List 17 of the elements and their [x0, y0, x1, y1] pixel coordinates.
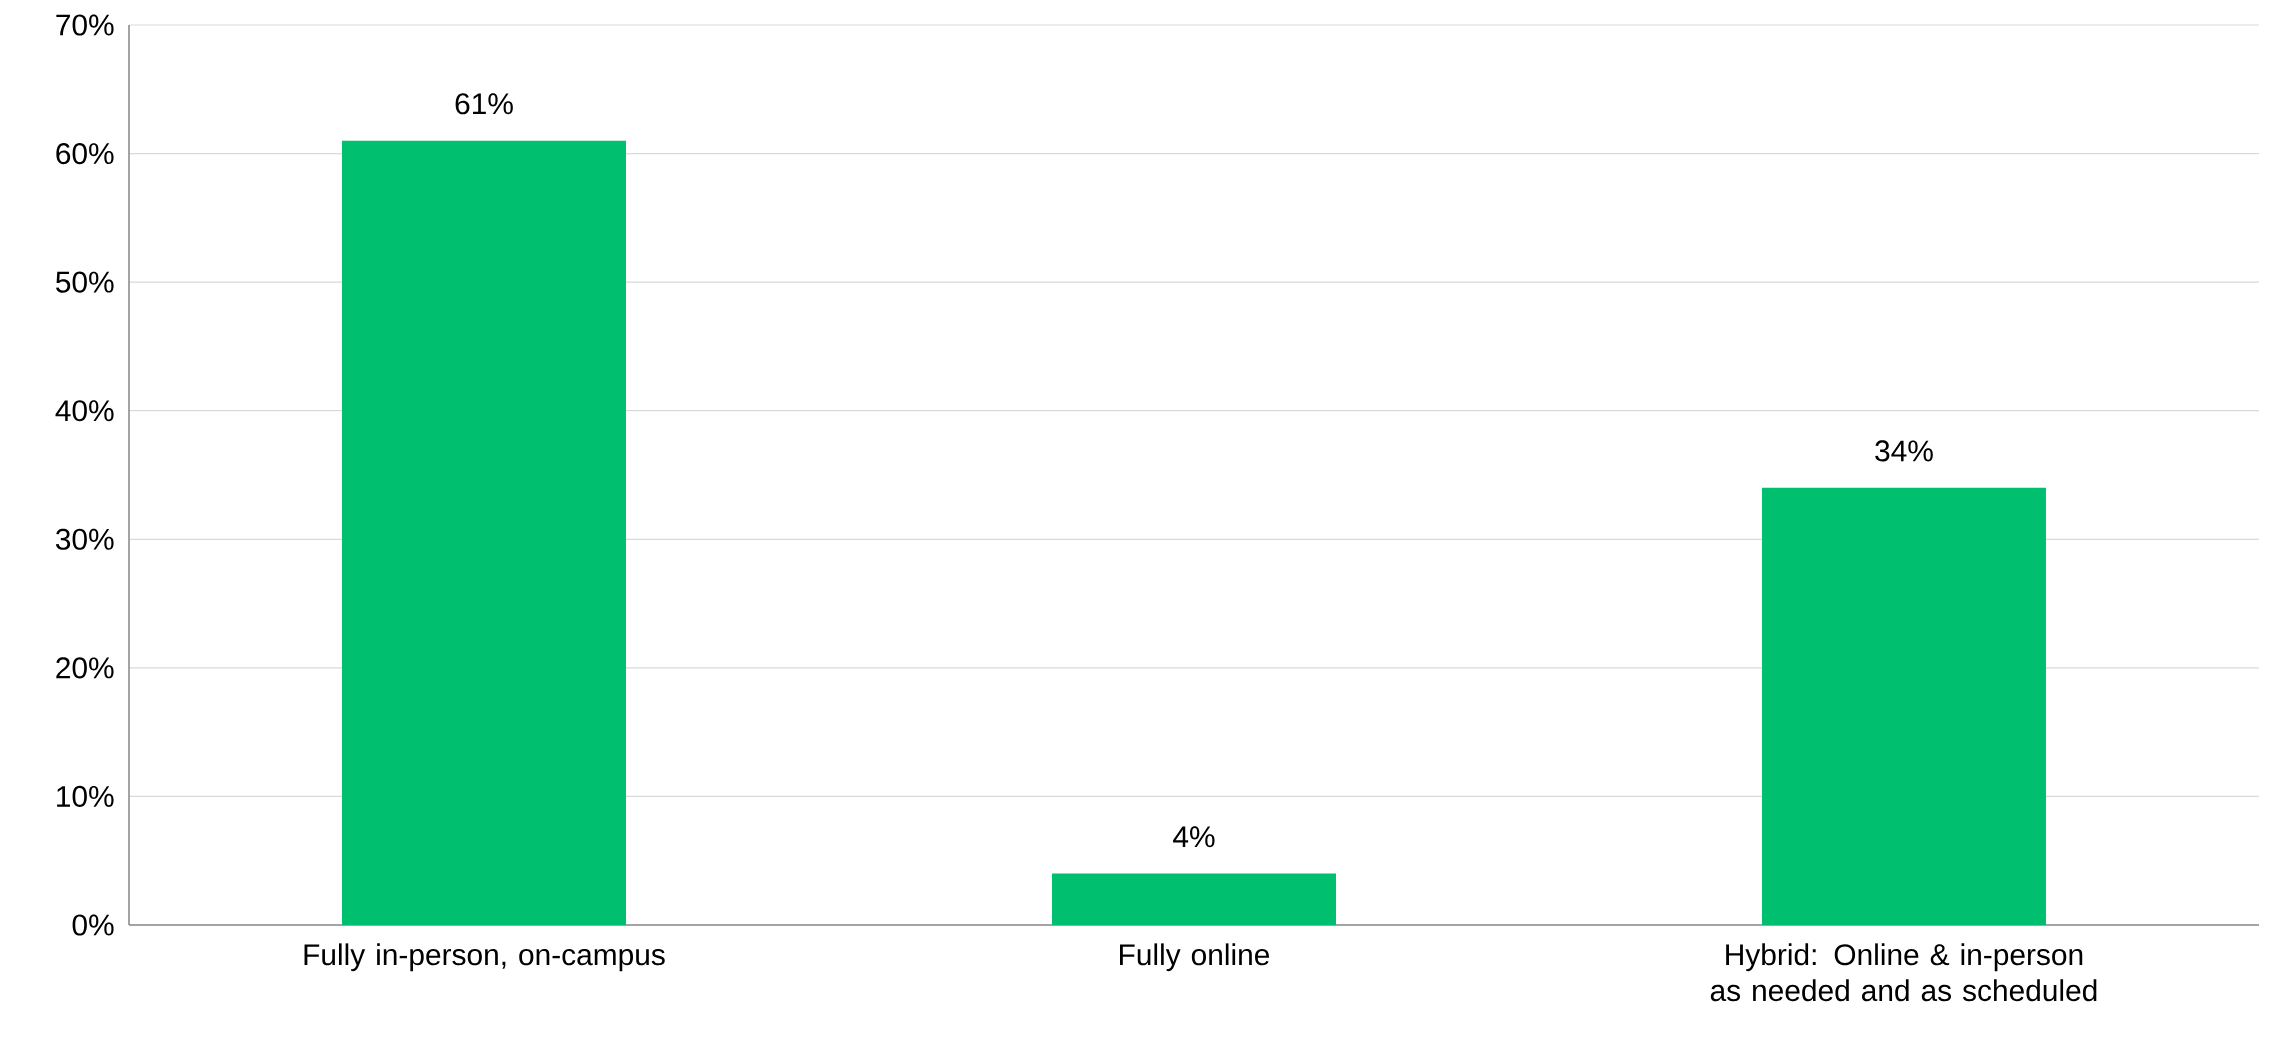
data-label: 4%	[1173, 826, 1215, 848]
y-tick-label: 60%	[56, 142, 114, 165]
x-tick-label: Hybrid: Online & in-person as needed and as scheduled	[1710, 943, 2097, 1002]
bar	[1051, 873, 1336, 925]
data-label: 61%	[455, 93, 513, 115]
y-tick-label: 0%	[72, 914, 114, 936]
data-label: 34%	[1875, 440, 1933, 462]
y-tick-label: 10%	[57, 785, 114, 807]
y-tick-label: 40%	[55, 400, 114, 422]
x-tick-label: Fully online	[1120, 943, 1270, 972]
y-tick-label: 20%	[56, 657, 114, 679]
y-tick-label: 70%	[56, 14, 114, 36]
y-tick-label: 50%	[56, 271, 114, 293]
x-tick-label: Fully in-person, on-campus	[304, 943, 665, 972]
bar	[342, 140, 626, 925]
y-tick-label: 30%	[55, 528, 114, 550]
bar	[1761, 487, 2046, 925]
